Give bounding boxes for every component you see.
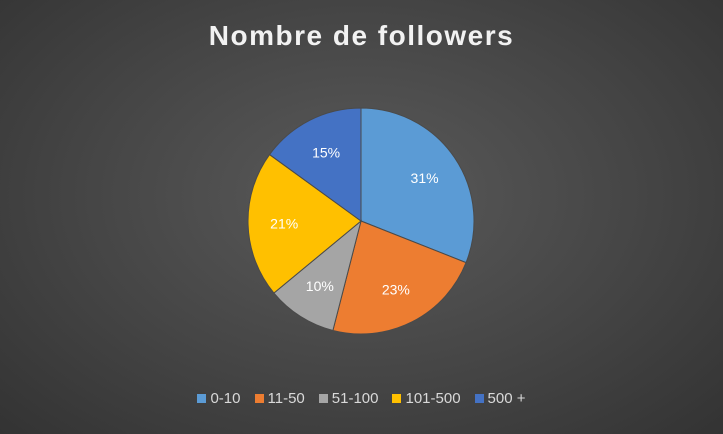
pie-slice-51-100 — [273, 219, 362, 332]
legend-swatch — [474, 394, 484, 403]
legend-label: 0-10 — [210, 390, 241, 407]
legend-swatch — [392, 394, 402, 403]
data-label: 31% — [411, 170, 439, 186]
pie-slice-11-50 — [332, 220, 467, 335]
legend-label: 11-50 — [267, 390, 305, 407]
pie-slice-101-500 — [247, 153, 362, 294]
pie-slice-500 — [268, 107, 362, 222]
pie-slice-0-10 — [360, 107, 475, 264]
legend-item: 51-100 — [318, 390, 379, 407]
legend-item: 101-500 — [392, 390, 461, 407]
legend-item: 0-10 — [197, 390, 241, 407]
chart-legend: 0-10 11-50 51-100 101-500 500 + — [0, 390, 723, 407]
chart-title: Nombre de followers — [208, 20, 515, 51]
legend-swatch — [197, 394, 207, 403]
legend-swatch — [318, 394, 328, 403]
legend-item: 11-50 — [254, 390, 305, 407]
data-label: 15% — [312, 145, 340, 161]
data-label: 10% — [306, 278, 334, 294]
legend-label: 500 + — [487, 390, 526, 407]
legend-item: 500 + — [474, 390, 526, 407]
legend-label: 101-500 — [405, 390, 461, 407]
data-label: 23% — [382, 281, 410, 297]
legend-swatch — [254, 394, 264, 403]
legend-label: 51-100 — [331, 390, 379, 407]
data-label: 21% — [270, 215, 298, 231]
